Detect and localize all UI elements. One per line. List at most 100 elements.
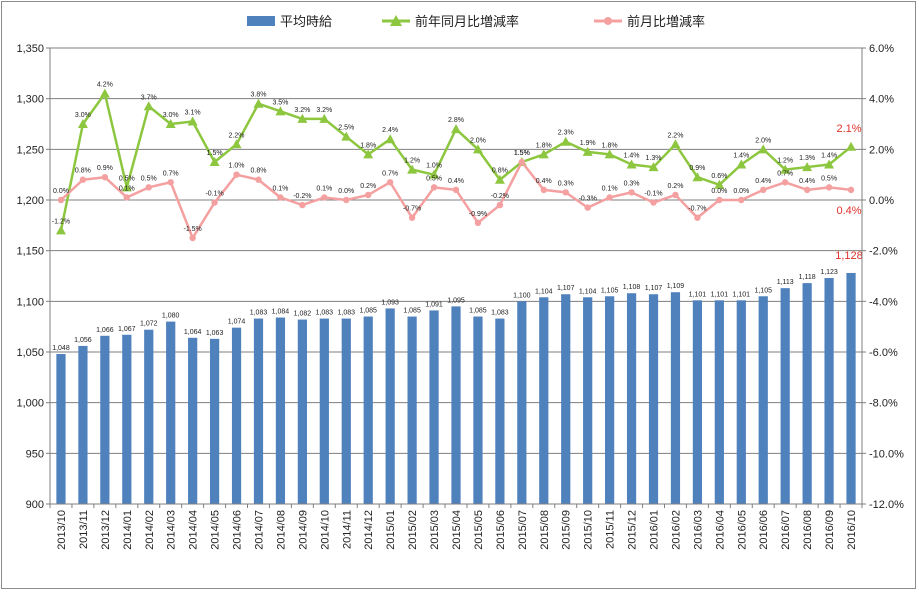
bar: [714, 300, 724, 504]
line-data-label: 2.8%: [448, 117, 464, 124]
line-series: -1.2% 3.0% 4.2% 0.5% 3.7% 3.0% 3.1% 1.5% 2.2% 3.8…: [52, 82, 862, 242]
x-axis-tick-label: 2014/11: [341, 510, 353, 549]
bar: [626, 293, 637, 504]
triangle-marker: [143, 101, 154, 111]
bar-data-label: 1,064: [184, 329, 202, 336]
x-axis-tick-label: 2014/07: [253, 510, 265, 550]
line-data-label: 0.0%: [338, 188, 354, 195]
left-axis-tick-label: 1,250: [16, 144, 44, 156]
line-data-label: 1.2%: [777, 158, 793, 165]
x-axis-tick-label: 2016/01: [649, 510, 661, 550]
line-data-label: 3.1%: [185, 109, 201, 116]
bar: [166, 321, 176, 504]
bar: [605, 296, 615, 504]
bar-data-label: 1,105: [754, 287, 772, 294]
line-data-label: 2.5%: [338, 125, 354, 132]
right-axis-tick-label: -4.0%: [869, 296, 898, 308]
right-axis-tick-label: -12.0%: [869, 499, 904, 511]
line-data-label: 0.5%: [119, 175, 135, 182]
line-data-label: 0.1%: [316, 185, 332, 192]
line-data-label: 4.2%: [97, 82, 113, 89]
triangle-marker: [99, 88, 110, 98]
legend-swatch-bar: [247, 16, 275, 26]
bar-data-label: 1,107: [557, 285, 575, 292]
line-data-label: 1.4%: [733, 153, 749, 160]
line-data-label: -0.2%: [293, 193, 311, 200]
line-data-label: 0.8%: [251, 168, 267, 175]
triangle-marker: [670, 139, 681, 149]
triangle-marker: [209, 157, 220, 166]
x-axis-tick-label: 2015/12: [627, 510, 639, 550]
circle-marker: [321, 194, 328, 201]
line-data-label: 0.5%: [141, 175, 157, 182]
x-axis-tick-label: 2015/04: [451, 510, 463, 550]
line-data-label: 0.1%: [602, 185, 618, 192]
bar-data-label: 1,082: [294, 311, 312, 318]
bar-data-label: 1,100: [513, 292, 531, 299]
x-axis-tick-label: 2014/08: [275, 510, 287, 550]
triangle-marker: [824, 159, 835, 169]
bar-data-label: 1,072: [140, 321, 158, 328]
circle-marker: [562, 189, 569, 196]
right-axis-tick-label: 0.0%: [869, 195, 894, 207]
triangle-marker: [319, 113, 330, 123]
triangle-marker: [429, 169, 440, 179]
bar: [78, 345, 88, 504]
circle-marker: [167, 179, 174, 186]
triangle-marker: [275, 106, 286, 116]
line-data-label: 0.0%: [53, 188, 69, 195]
circle-marker: [474, 219, 482, 226]
bar: [539, 297, 549, 504]
triangle-marker: [472, 144, 483, 154]
x-axis-tick-label: 2014/02: [144, 510, 156, 550]
bar: [561, 294, 571, 504]
x-axis-tick-label: 2013/10: [56, 510, 68, 550]
triangle-marker: [714, 179, 725, 189]
line-data-label: 3.7%: [141, 94, 157, 101]
bar-data-label: 1,108: [623, 284, 641, 291]
x-axis-tick-label: 2016/07: [780, 510, 792, 550]
line-data-label: 1.5%: [207, 150, 223, 157]
circle-marker: [386, 179, 394, 186]
bar: [253, 318, 264, 504]
bar: [429, 310, 439, 504]
left-axis-tick-label: 1,350: [16, 43, 44, 55]
bar: [846, 272, 856, 504]
legend-circle-marker: [604, 17, 612, 25]
line-data-label: 0.3%: [558, 180, 574, 187]
x-axis-tick-label: 2016/02: [670, 510, 682, 550]
triangle-marker: [187, 116, 198, 126]
circle-marker: [145, 184, 152, 191]
bar-data-label: 1,101: [689, 291, 707, 298]
circle-marker: [760, 186, 767, 194]
bar-data-label: 1,123: [820, 269, 838, 276]
line-data-label: 1.2%: [404, 158, 420, 165]
circle-marker: [255, 176, 262, 183]
circle-marker: [847, 186, 855, 194]
line-data-label: 1.5%: [514, 150, 530, 157]
bar-data-label: 1,085: [359, 308, 377, 315]
triangle-marker: [253, 98, 264, 108]
bar: [297, 319, 307, 504]
line-data-label: 0.2%: [360, 183, 376, 190]
line-data-label: 3.0%: [163, 112, 179, 119]
bar: [231, 327, 242, 504]
bar-data-label: 1,048: [52, 345, 70, 352]
bar-data-label: 1,101: [711, 291, 729, 298]
bar: [736, 300, 746, 504]
bar-data-label: 1,084: [272, 309, 290, 316]
legend: 平均時給 前年同月比増減率 前月比増減率: [247, 14, 705, 29]
bar-data-label: 1,080: [162, 313, 180, 320]
circle-marker: [496, 201, 504, 209]
triangle-marker: [560, 136, 571, 146]
line-data-label: 3.5%: [272, 99, 288, 106]
x-axis-tick-label: 2014/06: [232, 510, 244, 550]
bar-data-label: 1,105: [601, 287, 619, 294]
bar: [670, 292, 681, 504]
bar-data-label: 1,091: [425, 301, 443, 308]
triangle-marker: [538, 149, 549, 159]
left-axis-tick-label: 1,150: [16, 246, 44, 258]
right-axis-tick-label: -8.0%: [869, 398, 898, 410]
line-data-label: 2.0%: [755, 137, 771, 144]
right-axis-tick-label: 6.0%: [869, 43, 894, 55]
